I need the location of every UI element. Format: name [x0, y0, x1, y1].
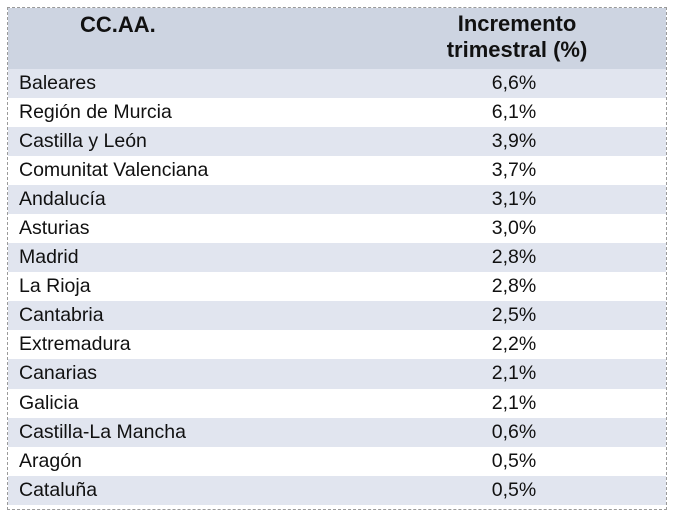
increment-cell: 0,5% [491, 449, 537, 472]
table-row: Cataluña 0,5% [8, 475, 666, 505]
table-row: Comunitat Valenciana 3,7% [8, 156, 666, 186]
table-row: Asturias 3,0% [8, 214, 666, 244]
table-row: Madrid 2,8% [8, 243, 666, 273]
region-cell: La Rioja [19, 275, 91, 298]
table-row: Andalucía 3,1% [8, 185, 666, 215]
table-frame: CC.AA. Incremento trimestral (%) Baleare… [7, 7, 667, 510]
increment-cell: 3,9% [491, 130, 537, 153]
table-row: La Rioja 2,8% [8, 272, 666, 302]
region-cell: Baleares [19, 72, 96, 95]
region-cell: Madrid [19, 246, 79, 269]
region-cell: Asturias [19, 217, 90, 240]
table-row: Castilla y León 3,9% [8, 127, 666, 157]
header-increment: Incremento trimestral (%) [338, 8, 666, 69]
increment-cell: 0,6% [491, 420, 537, 443]
increment-cell: 3,1% [491, 188, 537, 211]
increment-cell: 6,6% [491, 72, 537, 95]
increment-cell: 2,2% [491, 333, 537, 356]
table-row: Baleares 6,6% [8, 69, 666, 99]
region-cell: Región de Murcia [19, 101, 172, 124]
region-cell: Canarias [19, 362, 98, 385]
increment-cell: 2,1% [491, 391, 537, 414]
table-row: Cantabria 2,5% [8, 301, 666, 331]
increment-cell: 2,8% [491, 246, 537, 269]
increment-cell: 2,5% [491, 304, 537, 327]
region-cell: Extremadura [19, 333, 131, 356]
table-row: Galicia 2,1% [8, 388, 666, 418]
increment-cell: 3,0% [491, 217, 537, 240]
increment-cell: 6,1% [491, 101, 537, 124]
region-cell: Comunitat Valenciana [19, 159, 209, 182]
table-row: Aragón 0,5% [8, 446, 666, 476]
header-increment-line1: Incremento [457, 11, 577, 36]
table-row: Región de Murcia 6,1% [8, 98, 666, 128]
region-cell: Cantabria [19, 304, 104, 327]
region-cell: Aragón [19, 449, 82, 472]
region-cell: Cataluña [19, 478, 98, 501]
increment-cell: 2,8% [491, 275, 537, 298]
table-row: Canarias 2,1% [8, 359, 666, 389]
table-row: Castilla-La Mancha 0,6% [8, 417, 666, 447]
region-cell: Andalucía [19, 188, 106, 211]
increment-cell: 2,1% [491, 362, 537, 385]
region-cell: Castilla y León [19, 130, 147, 153]
region-cell: Castilla-La Mancha [19, 420, 186, 443]
data-table: CC.AA. Incremento trimestral (%) Baleare… [8, 8, 666, 505]
increment-cell: 3,7% [491, 159, 537, 182]
table-header: CC.AA. Incremento trimestral (%) [8, 8, 666, 69]
table-body: Baleares 6,6% Región de Murcia 6,1% Castilla… [8, 69, 666, 505]
region-cell: Galicia [19, 391, 79, 414]
increment-cell: 0,5% [491, 478, 537, 501]
header-region: CC.AA. [80, 12, 156, 37]
table-row: Extremadura 2,2% [8, 330, 666, 360]
header-increment-line2: trimestral (%) [446, 37, 588, 62]
